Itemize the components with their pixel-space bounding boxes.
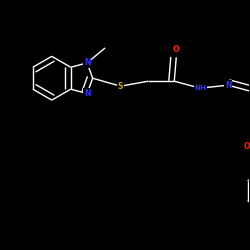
Text: NH: NH [194, 85, 206, 91]
Text: S: S [118, 82, 123, 91]
Text: O: O [173, 45, 180, 54]
Text: N: N [225, 81, 231, 90]
Text: N: N [84, 89, 90, 98]
Text: N: N [84, 58, 90, 68]
Text: O: O [244, 142, 250, 152]
